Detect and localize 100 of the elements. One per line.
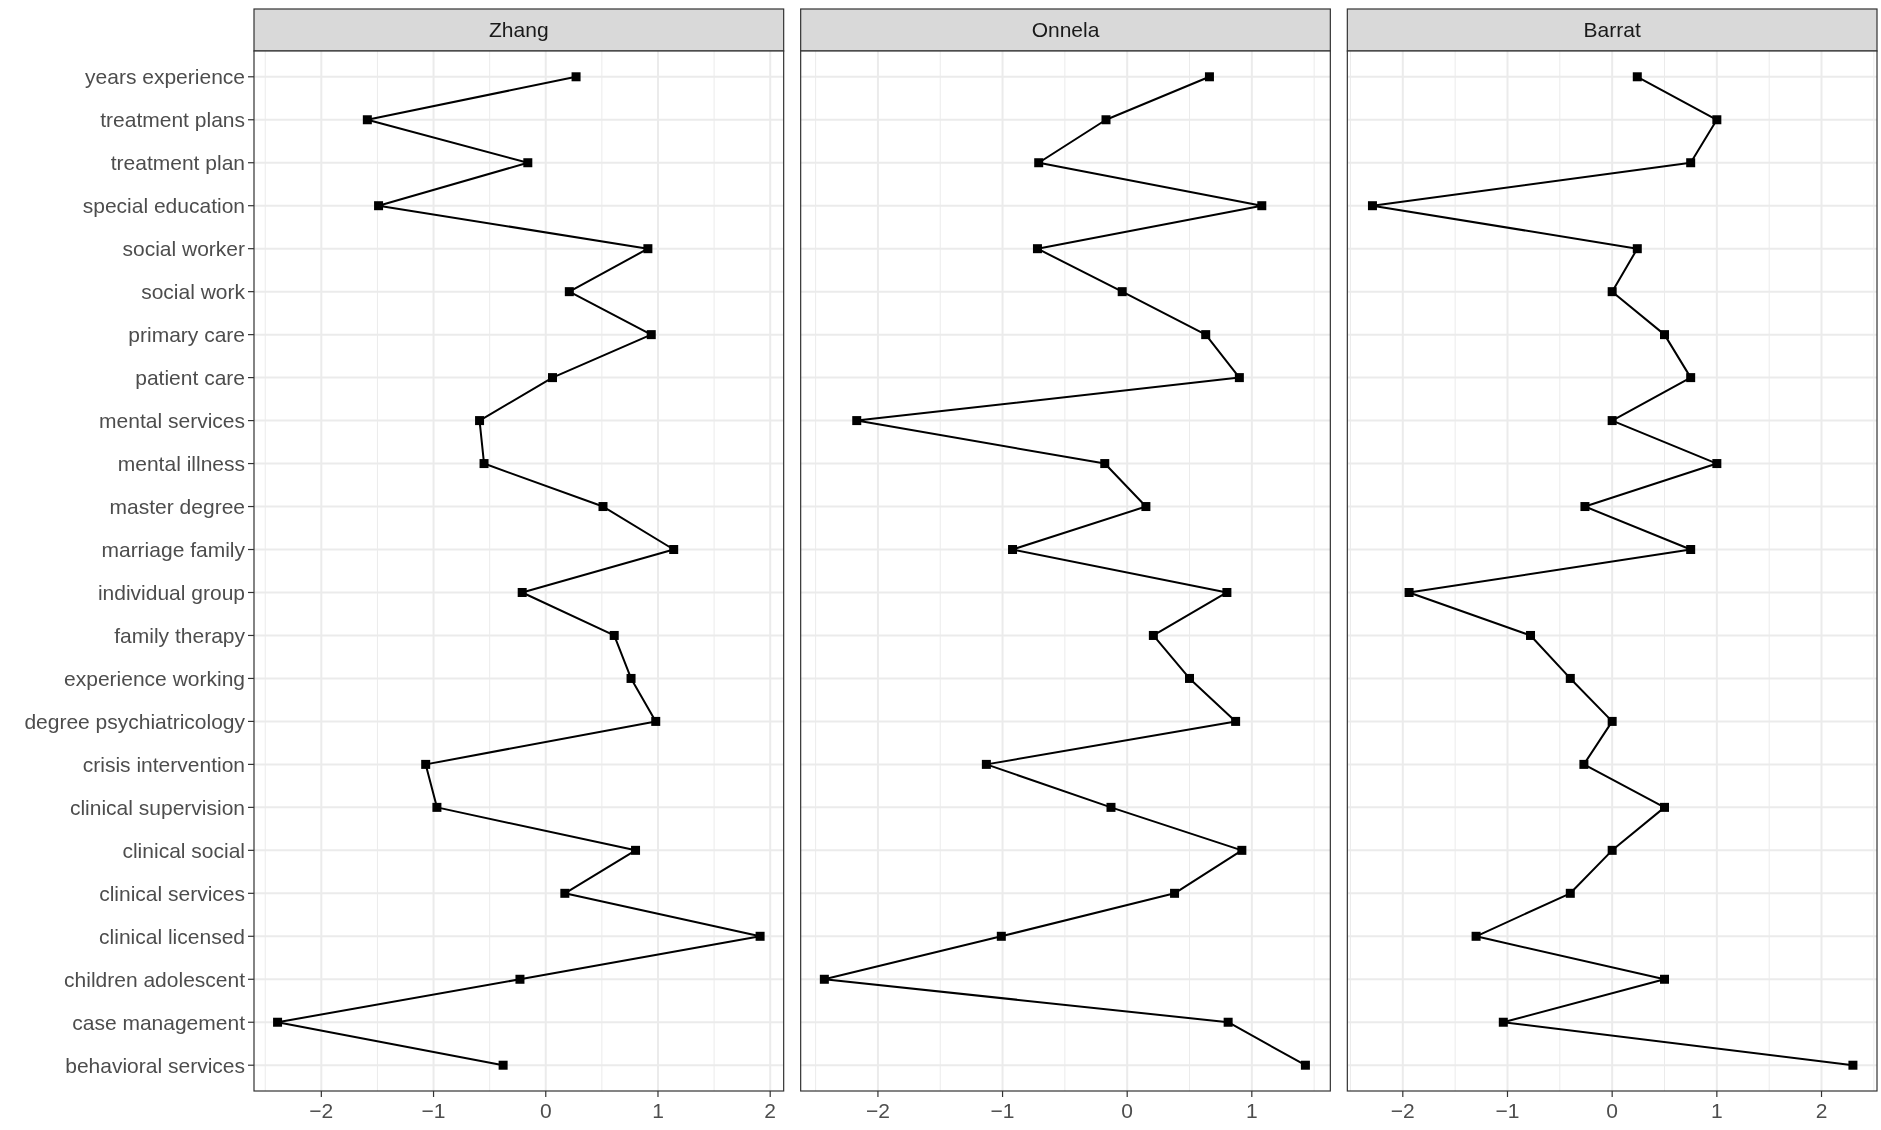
point bbox=[1204, 72, 1214, 82]
y-tick-label: mental illness bbox=[117, 451, 245, 475]
point bbox=[571, 72, 581, 82]
y-tick-label: clinical social bbox=[122, 838, 245, 862]
point bbox=[362, 115, 372, 125]
point bbox=[1580, 502, 1590, 512]
point bbox=[1526, 630, 1536, 640]
y-tick-label: marriage family bbox=[101, 537, 246, 561]
point bbox=[819, 974, 829, 984]
y-tick-label: case management bbox=[72, 1010, 246, 1034]
x-tick-label: 0 bbox=[1121, 1098, 1134, 1122]
y-tick-label: patient care bbox=[135, 365, 245, 389]
point bbox=[548, 373, 557, 383]
point bbox=[598, 502, 608, 512]
point bbox=[646, 330, 656, 340]
point bbox=[626, 673, 636, 683]
point bbox=[1222, 587, 1232, 597]
point bbox=[1223, 1017, 1233, 1027]
point bbox=[1660, 974, 1670, 984]
point bbox=[1032, 244, 1042, 254]
point bbox=[1632, 72, 1642, 82]
point bbox=[1170, 888, 1180, 898]
y-tick-label: treatment plans bbox=[100, 108, 245, 132]
point bbox=[1100, 459, 1110, 469]
point bbox=[1579, 759, 1589, 769]
point bbox=[1712, 115, 1722, 125]
point bbox=[1498, 1017, 1508, 1027]
chart-title: Zhang bbox=[489, 18, 549, 42]
point bbox=[1660, 802, 1670, 812]
point bbox=[374, 201, 384, 211]
point bbox=[432, 802, 442, 812]
point bbox=[1141, 502, 1151, 512]
point bbox=[1565, 673, 1575, 683]
point bbox=[1300, 1060, 1310, 1070]
y-tick-label: experience working bbox=[64, 666, 245, 690]
point bbox=[852, 416, 862, 426]
point bbox=[1632, 244, 1642, 254]
point bbox=[981, 759, 991, 769]
point bbox=[1607, 716, 1617, 726]
y-tick-label: treatment plan bbox=[110, 151, 245, 175]
point bbox=[421, 759, 431, 769]
point bbox=[1686, 373, 1696, 383]
y-tick-label: clinical supervision bbox=[69, 795, 245, 819]
x-tick-label: −2 bbox=[865, 1098, 890, 1122]
point bbox=[1201, 330, 1211, 340]
point bbox=[1607, 845, 1617, 855]
chart-title: Onnela bbox=[1031, 18, 1100, 42]
y-tick-label: social work bbox=[141, 280, 246, 304]
point bbox=[1471, 931, 1481, 941]
point bbox=[1101, 115, 1111, 125]
point bbox=[651, 716, 661, 726]
y-tick-label: crisis intervention bbox=[82, 752, 245, 776]
point bbox=[1148, 630, 1158, 640]
y-tick-label: degree psychiatricology bbox=[24, 709, 246, 733]
point bbox=[1607, 287, 1617, 297]
y-tick-label: mental services bbox=[99, 408, 245, 432]
x-tick-label: −1 bbox=[990, 1098, 1015, 1122]
point bbox=[560, 888, 570, 898]
point bbox=[1234, 373, 1244, 383]
point bbox=[643, 244, 653, 254]
point bbox=[1660, 330, 1670, 340]
x-tick-label: −1 bbox=[1495, 1098, 1520, 1122]
point bbox=[475, 416, 485, 426]
chart-title: Barrat bbox=[1583, 18, 1641, 42]
y-tick-label: individual group bbox=[97, 580, 245, 604]
point bbox=[1231, 716, 1241, 726]
y-tick-label: master degree bbox=[109, 494, 245, 518]
x-tick-label: 1 bbox=[652, 1098, 664, 1122]
point bbox=[523, 158, 533, 168]
point bbox=[1712, 459, 1722, 469]
point bbox=[1404, 587, 1414, 597]
x-tick-label: 2 bbox=[1815, 1098, 1828, 1122]
point bbox=[564, 287, 574, 297]
point bbox=[498, 1060, 508, 1070]
y-tick-label: years experience bbox=[85, 65, 245, 89]
point bbox=[479, 459, 489, 469]
point bbox=[1686, 158, 1696, 168]
point bbox=[1185, 673, 1194, 683]
point bbox=[1237, 845, 1247, 855]
x-tick-label: −1 bbox=[421, 1098, 446, 1122]
point bbox=[1106, 802, 1116, 812]
point bbox=[631, 845, 641, 855]
y-tick-label: primary care bbox=[128, 322, 245, 346]
y-tick-label: clinical licensed bbox=[99, 924, 245, 948]
point bbox=[1257, 201, 1267, 211]
point bbox=[669, 545, 679, 555]
x-tick-label: −2 bbox=[309, 1098, 334, 1122]
y-tick-label: family therapy bbox=[114, 623, 246, 647]
y-tick-label: children adolescent bbox=[64, 967, 246, 991]
point bbox=[609, 630, 619, 640]
point bbox=[1686, 545, 1696, 555]
point bbox=[517, 587, 527, 597]
x-tick-label: 1 bbox=[1245, 1098, 1258, 1122]
point bbox=[1367, 201, 1377, 211]
point bbox=[996, 931, 1006, 941]
point bbox=[1117, 287, 1127, 297]
point bbox=[755, 931, 765, 941]
y-tick-label: special education bbox=[82, 194, 245, 218]
x-tick-label: 0 bbox=[1606, 1098, 1619, 1122]
point bbox=[1008, 545, 1018, 555]
